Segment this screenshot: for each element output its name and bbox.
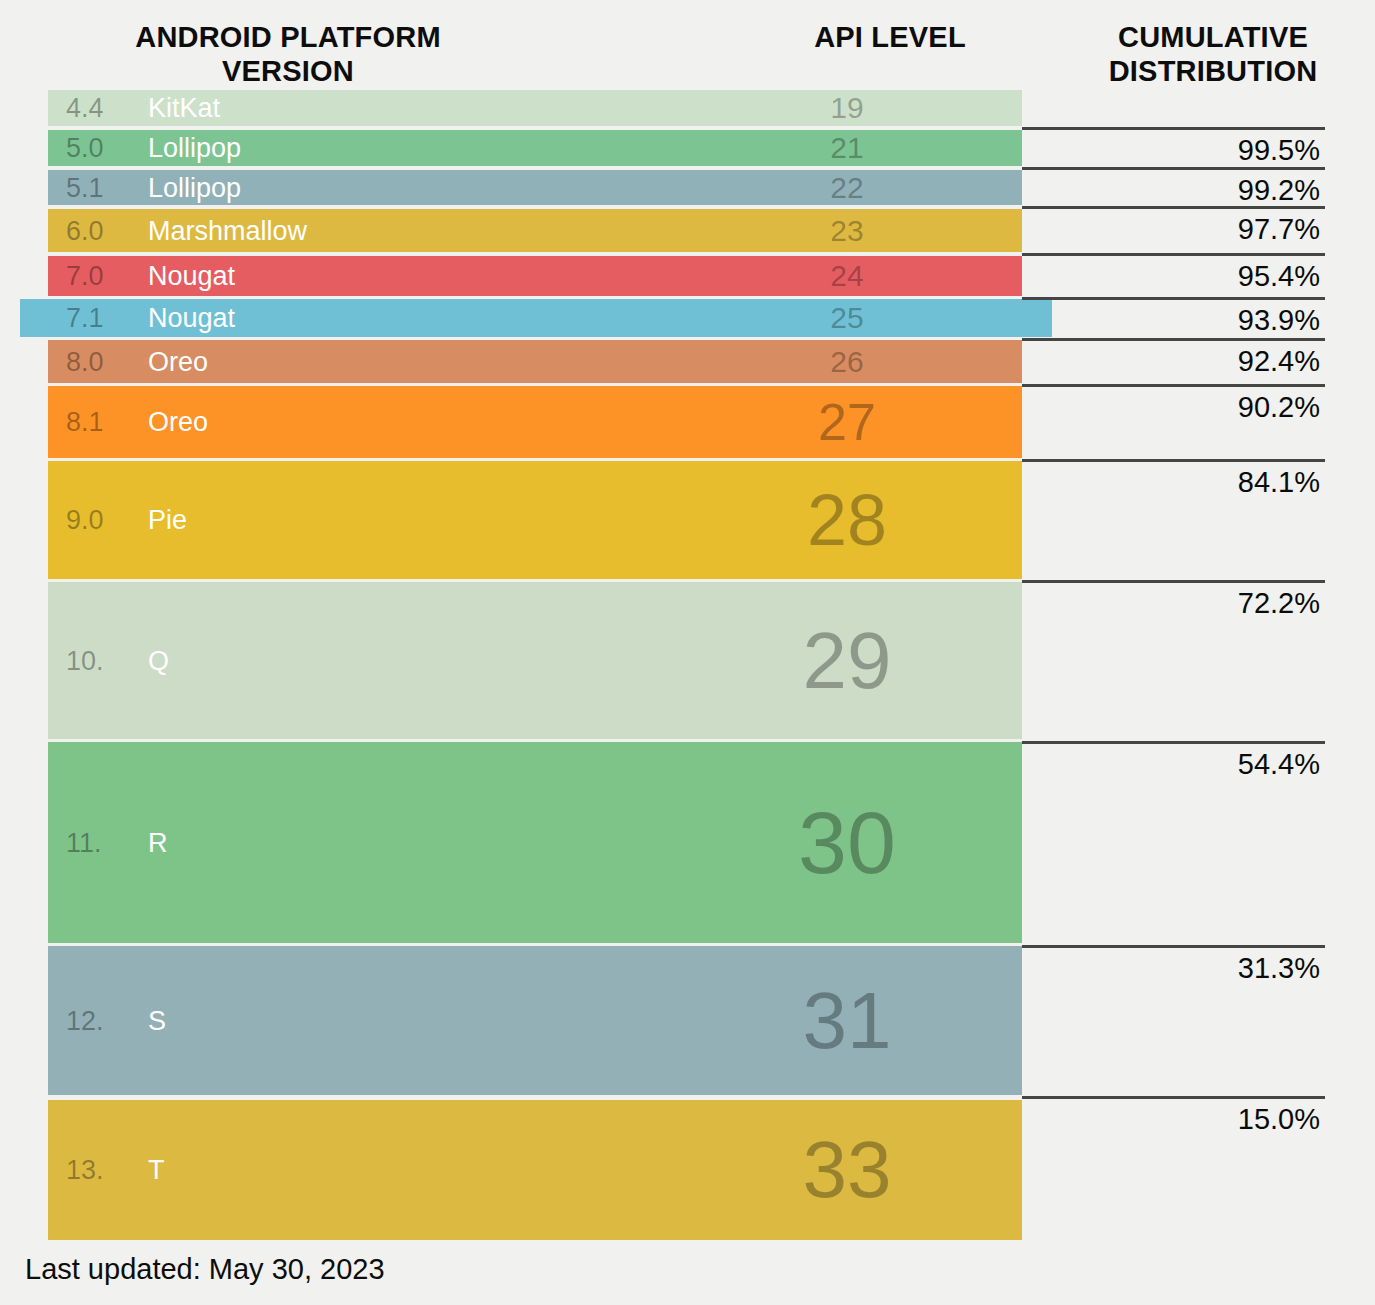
distribution-line <box>1022 167 1325 170</box>
api-level: 31 <box>697 975 997 1067</box>
version-name: Nougat <box>148 261 235 292</box>
distribution-line <box>1022 1096 1325 1099</box>
distribution-line <box>1022 459 1325 462</box>
cumulative-value: 15.0% <box>1025 1103 1320 1136</box>
header-cumulative-distribution: CUMULATIVE DISTRIBUTION <box>1063 20 1363 88</box>
api-level: 27 <box>697 392 997 452</box>
distribution-line <box>1022 253 1325 256</box>
api-level: 22 <box>697 171 997 205</box>
distribution-line <box>1022 945 1325 948</box>
version-name: T <box>148 1155 165 1186</box>
distribution-line <box>1022 580 1325 583</box>
version-name: Lollipop <box>148 172 241 203</box>
distribution-line <box>1022 384 1325 387</box>
version-number: 5.1 <box>66 172 104 203</box>
version-number: 5.0 <box>66 133 104 164</box>
header-android-platform-version: ANDROID PLATFORM VERSION <box>98 20 478 88</box>
api-level: 23 <box>697 214 997 248</box>
version-name: Nougat <box>148 303 235 334</box>
version-number: 11. <box>66 827 102 858</box>
cumulative-value: 84.1% <box>1025 466 1320 499</box>
api-level: 21 <box>697 131 997 165</box>
platform-row-kitkat[interactable]: 4.4 KitKat 19 <box>0 90 1375 126</box>
version-number: 10. <box>66 645 104 676</box>
version-number: 7.1 <box>66 303 104 334</box>
version-number: 8.1 <box>66 407 104 438</box>
version-name: KitKat <box>148 93 220 124</box>
api-level: 28 <box>697 479 997 561</box>
cumulative-value: 99.2% <box>1025 174 1320 207</box>
cumulative-value: 95.4% <box>1025 260 1320 293</box>
version-name: Pie <box>148 505 187 536</box>
version-name: Marshmallow <box>148 215 307 246</box>
api-level: 29 <box>697 615 997 707</box>
version-number: 9.0 <box>66 505 104 536</box>
cumulative-value: 31.3% <box>1025 952 1320 985</box>
version-number: 13. <box>66 1155 104 1186</box>
last-updated-text: Last updated: May 30, 2023 <box>25 1253 385 1286</box>
cumulative-value: 99.5% <box>1025 134 1320 167</box>
version-name: Oreo <box>148 346 208 377</box>
cumulative-value: 72.2% <box>1025 587 1320 620</box>
version-name: R <box>148 827 168 858</box>
cumulative-value: 92.4% <box>1025 345 1320 378</box>
platform-distribution-panel: ANDROID PLATFORM VERSION API LEVEL CUMUL… <box>0 0 1375 1305</box>
version-number: 8.0 <box>66 346 104 377</box>
api-level: 19 <box>697 91 997 125</box>
distribution-line <box>1022 297 1325 300</box>
version-name: Lollipop <box>148 133 241 164</box>
api-level: 33 <box>697 1124 997 1216</box>
version-name: S <box>148 1005 166 1036</box>
header-api-level: API LEVEL <box>740 20 1040 54</box>
version-name: Q <box>148 645 169 676</box>
api-level: 26 <box>697 345 997 379</box>
version-number: 6.0 <box>66 215 104 246</box>
cumulative-value: 54.4% <box>1025 748 1320 781</box>
api-level: 30 <box>697 792 997 894</box>
version-number: 12. <box>66 1005 104 1036</box>
distribution-line <box>1022 338 1325 341</box>
api-level: 25 <box>697 301 997 335</box>
version-number: 4.4 <box>66 93 104 124</box>
cumulative-value: 93.9% <box>1025 304 1320 337</box>
distribution-line <box>1022 127 1325 130</box>
cumulative-value: 97.7% <box>1025 213 1320 246</box>
distribution-line <box>1022 741 1325 744</box>
version-name: Oreo <box>148 407 208 438</box>
cumulative-value: 90.2% <box>1025 391 1320 424</box>
version-number: 7.0 <box>66 261 104 292</box>
api-level: 24 <box>697 259 997 293</box>
